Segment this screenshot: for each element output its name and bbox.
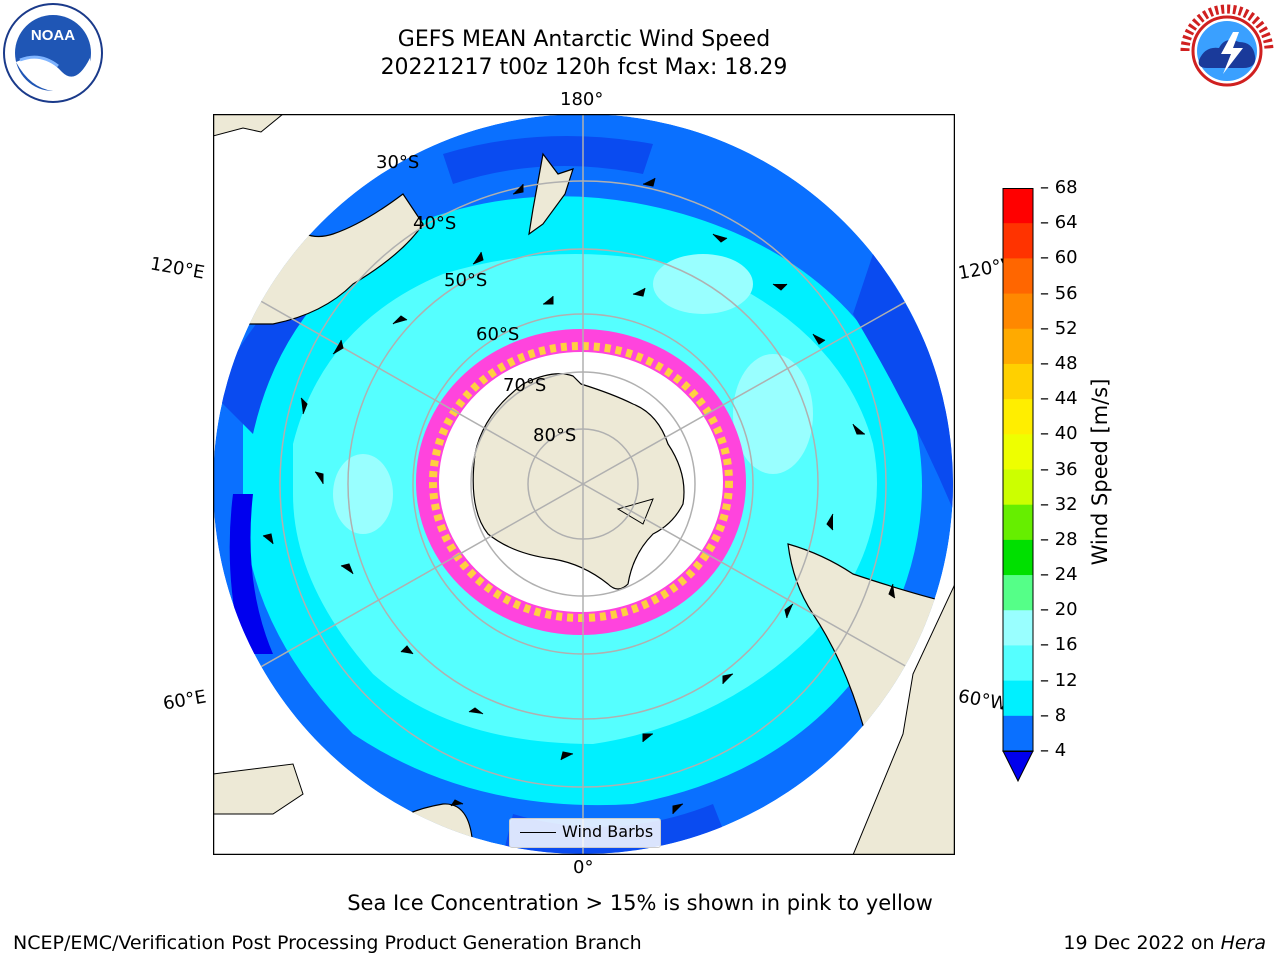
colorbar-tick-label: – 24 xyxy=(1040,564,1078,586)
footer-branch: NCEP/EMC/Verification Post Processing Pr… xyxy=(13,932,642,954)
colorbar-segment xyxy=(1003,223,1033,259)
lat-label-70s: 70°S xyxy=(503,375,547,396)
colorbar-tick-label: – 40 xyxy=(1040,423,1078,445)
colorbar-segment xyxy=(1003,258,1033,295)
lat-label-80s: 80°S xyxy=(533,425,577,446)
wind-patch-3 xyxy=(333,454,393,534)
footer-machine: Hera xyxy=(1220,932,1266,954)
colorbar-tick-label: – 28 xyxy=(1040,528,1078,550)
lat-label-40s: 40°S xyxy=(413,213,457,234)
colorbar-segment xyxy=(1003,188,1033,224)
colorbar-segment xyxy=(1003,575,1033,611)
sea-ice-yellow xyxy=(429,342,733,622)
map-panel: Wind Barbs xyxy=(212,113,956,856)
colorbar-tick-label: – 20 xyxy=(1040,599,1078,621)
colorbar-border xyxy=(1002,188,1034,752)
colorbar-tick-label: – 12 xyxy=(1040,669,1078,691)
colorbar-segment xyxy=(1003,715,1033,752)
lat-label-30s: 30°S xyxy=(376,152,420,173)
colorbar-tick-label: – 64 xyxy=(1040,212,1078,234)
colorbar-segment xyxy=(1003,363,1033,400)
colorbar-tick-label: – 4 xyxy=(1040,740,1067,761)
colorbar-label: Wind Speed [m/s] xyxy=(1088,378,1112,566)
colorbar-segment xyxy=(1003,293,1033,330)
chart-subtitle: 20221217 t00z 120h fcst Max: 18.29 xyxy=(380,55,788,80)
map-legend: Wind Barbs xyxy=(509,818,661,848)
colorbar-tick-label: – 68 xyxy=(1040,177,1078,198)
colorbar-tick-label: – 36 xyxy=(1040,458,1078,480)
colorbar-segment xyxy=(1003,610,1033,646)
nws-logo xyxy=(1177,2,1277,100)
colorbar-segment xyxy=(1003,434,1033,470)
colorbar-segment xyxy=(1003,399,1033,435)
low-wind-east xyxy=(853,254,953,514)
colorbar-tick-label: – 48 xyxy=(1040,352,1078,374)
lon-label-60e: 60°E xyxy=(161,686,208,715)
lat-label-50s: 50°S xyxy=(444,270,488,291)
colorbar xyxy=(1002,188,1036,783)
noaa-logo-text: NOAA xyxy=(31,27,75,44)
colorbar-segment xyxy=(1003,539,1033,576)
colorbar-segment xyxy=(1003,328,1033,365)
footer-date: 19 Dec 2022 on Hera xyxy=(1063,932,1266,954)
sea-ice-note: Sea Ice Concentration > 15% is shown in … xyxy=(347,891,933,915)
polar-map xyxy=(212,113,956,856)
colorbar-segment xyxy=(1003,504,1033,541)
land-new-zealand xyxy=(528,152,574,236)
colorbar-tick-label: – 56 xyxy=(1040,282,1078,304)
colorbar-tick-label: – 52 xyxy=(1040,317,1078,339)
wind-patch-2 xyxy=(733,354,813,474)
colorbar-segment xyxy=(1003,469,1033,506)
colorbar-tick-label: – 32 xyxy=(1040,493,1078,515)
wind-barbs xyxy=(262,177,896,814)
footer-date-text: 19 Dec 2022 on xyxy=(1063,932,1215,954)
noaa-logo: NOAA xyxy=(2,2,104,104)
map-border xyxy=(212,113,956,856)
colorbar-tick-label: – 60 xyxy=(1040,247,1078,269)
colorbar-segment xyxy=(1003,680,1033,717)
longitude-grid xyxy=(213,114,953,854)
colorbar-tick-label: – 8 xyxy=(1040,704,1067,726)
colorbar-tick-label: – 44 xyxy=(1040,388,1078,410)
colorbar-extend-triangle xyxy=(1002,750,1034,783)
lon-label-120e: 120°E xyxy=(148,253,207,284)
lon-label-0: 0° xyxy=(573,857,594,878)
wind-patch-1 xyxy=(653,254,753,314)
legend-label: Wind Barbs xyxy=(562,822,654,841)
colorbar-tick-label: – 16 xyxy=(1040,634,1078,656)
chart-title: GEFS MEAN Antarctic Wind Speed xyxy=(397,27,771,52)
legend-line-icon xyxy=(520,832,556,833)
lon-label-180: 180° xyxy=(560,89,604,110)
colorbar-segment xyxy=(1003,645,1033,682)
lat-label-60s: 60°S xyxy=(476,324,520,345)
very-low-wind-west xyxy=(229,494,273,654)
